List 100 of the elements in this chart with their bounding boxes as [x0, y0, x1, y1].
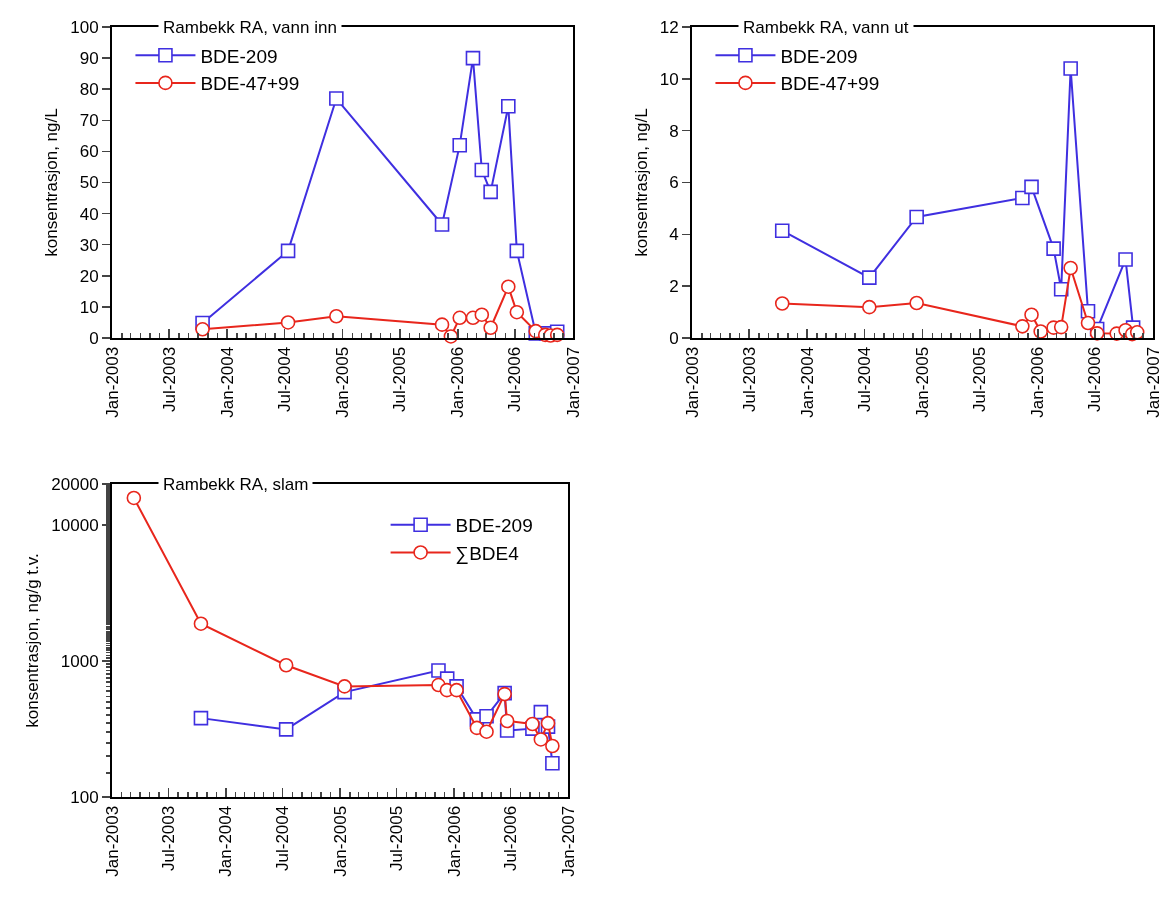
point: [483, 320, 498, 336]
x-tick-label: Jan-2003: [682, 346, 702, 418]
y-tick-label: 1000: [60, 651, 99, 671]
point: [474, 307, 490, 322]
point: [909, 295, 924, 311]
x-tick-label: Jul-2004: [273, 805, 293, 872]
point: [474, 162, 490, 178]
point: [1053, 319, 1069, 335]
point: [329, 91, 344, 106]
y-tick-label: 4: [669, 225, 679, 245]
point: [1024, 179, 1039, 195]
point: [525, 716, 540, 732]
x-tick-label: Jul-2004: [275, 346, 295, 413]
point: [278, 657, 294, 673]
point: [774, 223, 790, 239]
y-tick-label: 10: [79, 297, 99, 317]
point: [434, 217, 450, 232]
x-tick-label: Jan-2007: [558, 805, 578, 877]
x-tick-label: Jan-2005: [330, 805, 350, 877]
x-tick-label: Jan-2006: [1028, 346, 1048, 418]
point: [1015, 190, 1030, 206]
point: [545, 738, 560, 754]
point: [545, 755, 560, 771]
x-tick-label: Jul-2004: [855, 346, 875, 413]
point: [449, 682, 464, 698]
point: [509, 304, 525, 320]
x-tick-label: Jan-2006: [444, 805, 464, 877]
y-tick-label: 80: [79, 80, 99, 100]
point: [1015, 319, 1030, 334]
legend-label: BDE-209: [780, 45, 858, 67]
x-tick-label: Jan-2003: [102, 805, 122, 877]
x-tick-label: Jan-2004: [216, 805, 236, 877]
point: [1080, 315, 1096, 331]
y-tick-label: 60: [79, 142, 99, 162]
point: [479, 724, 494, 739]
x-tick-label: Jan-2006: [448, 346, 468, 418]
x-tick-label: Jan-2004: [797, 346, 817, 418]
point: [501, 279, 516, 294]
point: [1046, 241, 1061, 256]
point: [465, 50, 481, 66]
chart-title: Rambekk RA, vann inn: [163, 18, 337, 37]
y-tick-label: 12: [659, 17, 679, 37]
x-tick-label: Jul-2006: [505, 346, 525, 413]
point: [278, 722, 294, 737]
point: [499, 713, 515, 729]
y-tick-label: 10: [659, 69, 679, 89]
legend-label: BDE-47+99: [200, 73, 300, 95]
x-tick-label: Jan-2003: [102, 346, 122, 418]
y-axis-title: konsentrasjon, ng/L: [631, 108, 651, 257]
y-tick-label: 100: [70, 17, 99, 37]
x-tick-label: Jul-2003: [159, 346, 179, 413]
point: [533, 732, 549, 747]
y-tick-label: 20: [79, 266, 99, 286]
x-tick-label: Jan-2004: [217, 346, 237, 418]
chart-title: Rambekk RA, slam: [163, 475, 309, 494]
point: [193, 710, 209, 726]
point: [434, 317, 450, 332]
legend-label: BDE-209: [455, 515, 533, 537]
point: [509, 243, 525, 259]
y-tick-label: 8: [669, 121, 679, 141]
y-tick-label: 20000: [51, 474, 99, 494]
x-tick-label: Jul-2003: [739, 346, 759, 413]
point: [195, 321, 210, 337]
point: [1063, 61, 1078, 76]
point: [501, 99, 516, 114]
point: [126, 490, 142, 506]
point: [862, 299, 877, 315]
y-tick-label: 40: [79, 204, 99, 224]
x-tick-label: Jul-2005: [390, 346, 410, 413]
y-tick-label: 0: [89, 328, 99, 348]
y-tick-label: 2: [669, 277, 679, 297]
y-tick-label: 50: [79, 173, 99, 193]
x-tick-label: Jul-2005: [970, 346, 990, 413]
point: [329, 308, 344, 324]
x-tick-label: Jan-2005: [333, 346, 353, 418]
legend-label: BDE-209: [200, 45, 278, 67]
x-tick-label: Jul-2003: [159, 805, 179, 872]
point: [193, 616, 209, 631]
point: [483, 184, 498, 200]
x-tick-label: Jul-2005: [387, 805, 407, 872]
point: [1118, 252, 1133, 267]
chart-title: Rambekk RA, vann ut: [743, 18, 909, 37]
point: [1063, 260, 1078, 276]
y-tick-label: 0: [669, 328, 679, 348]
point: [774, 296, 790, 311]
x-tick-label: Jul-2006: [1085, 346, 1105, 413]
point: [452, 137, 468, 153]
x-tick-label: Jan-2007: [563, 346, 583, 418]
y-axis-title: konsentrasjon, ng/L: [42, 108, 62, 257]
point: [479, 709, 494, 724]
y-tick-label: 30: [79, 235, 99, 255]
point: [337, 679, 352, 694]
point: [280, 243, 296, 259]
y-tick-label: 90: [79, 49, 99, 69]
y-tick-label: 70: [79, 111, 99, 131]
point: [862, 270, 877, 285]
point: [909, 209, 924, 225]
legend-label: ∑BDE4: [455, 542, 520, 565]
y-tick-label: 6: [669, 173, 679, 193]
point: [540, 715, 556, 731]
